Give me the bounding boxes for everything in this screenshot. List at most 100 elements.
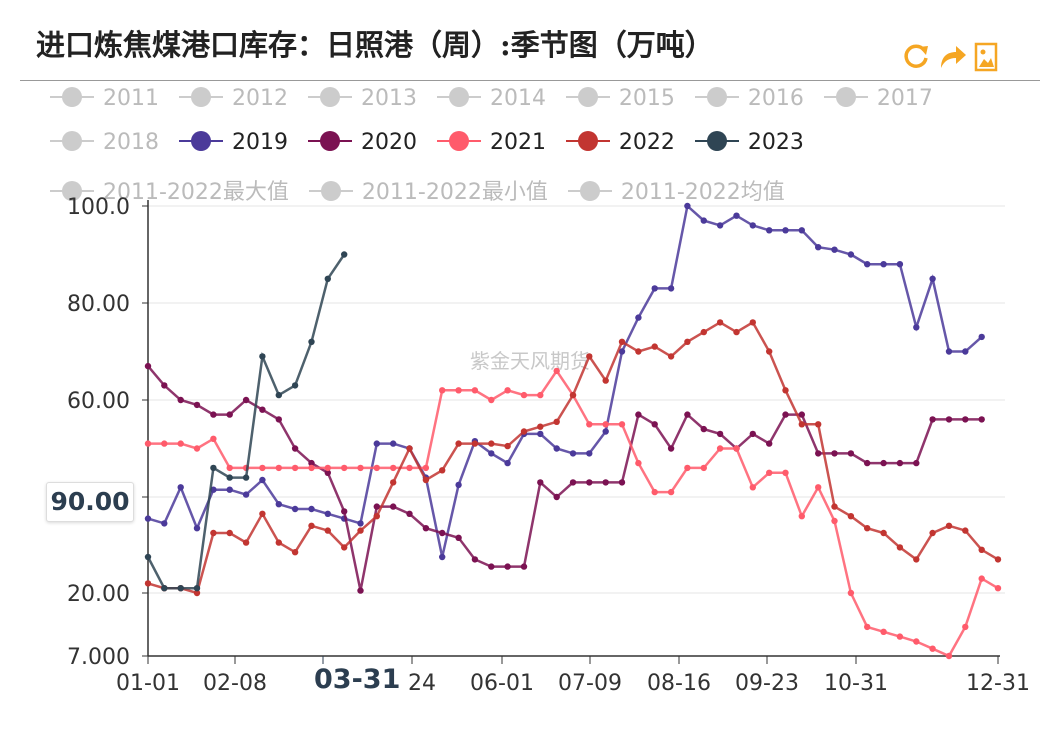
data-point[interactable] (569, 479, 577, 486)
data-point[interactable] (913, 459, 920, 467)
data-point[interactable] (716, 319, 724, 326)
data-point[interactable] (308, 505, 315, 513)
data-point[interactable] (978, 546, 985, 553)
data-point[interactable] (242, 491, 250, 498)
data-point[interactable] (847, 251, 855, 258)
data-point[interactable] (422, 476, 430, 484)
data-point[interactable] (880, 529, 887, 537)
data-point[interactable] (913, 638, 920, 645)
data-point[interactable] (716, 430, 724, 438)
data-point[interactable] (864, 623, 871, 631)
data-point[interactable] (733, 212, 740, 219)
data-point[interactable] (962, 416, 969, 423)
data-point[interactable] (259, 406, 266, 413)
data-point[interactable] (177, 440, 184, 447)
data-point[interactable] (390, 440, 397, 447)
data-point[interactable] (635, 411, 642, 418)
data-point[interactable] (929, 275, 936, 282)
data-point[interactable] (962, 623, 969, 631)
data-point[interactable] (422, 464, 430, 472)
data-point[interactable] (291, 505, 299, 513)
data-point[interactable] (945, 652, 953, 660)
data-point[interactable] (896, 633, 904, 640)
data-point[interactable] (847, 450, 855, 457)
data-point[interactable] (259, 464, 266, 472)
data-point[interactable] (913, 324, 920, 331)
data-point[interactable] (161, 382, 168, 389)
data-point[interactable] (161, 520, 168, 527)
data-point[interactable] (193, 589, 201, 597)
data-point[interactable] (259, 353, 266, 360)
data-point[interactable] (193, 585, 201, 592)
data-point[interactable] (553, 445, 560, 452)
data-point[interactable] (357, 587, 364, 594)
data-point[interactable] (242, 539, 250, 546)
data-point[interactable] (537, 391, 544, 399)
data-point[interactable] (242, 396, 250, 404)
data-point[interactable] (831, 246, 838, 253)
data-point[interactable] (210, 464, 217, 472)
legend-item-2016[interactable]: 2016 (693, 86, 804, 111)
data-point[interactable] (782, 469, 789, 476)
data-point[interactable] (488, 450, 495, 457)
data-point[interactable] (831, 450, 838, 457)
data-point[interactable] (504, 387, 511, 394)
data-point[interactable] (275, 539, 282, 546)
data-point[interactable] (733, 328, 740, 336)
data-point[interactable] (488, 563, 495, 570)
legend-item-2013[interactable]: 2013 (306, 86, 417, 111)
legend-item-2012[interactable]: 2012 (177, 86, 288, 111)
data-point[interactable] (749, 484, 756, 491)
data-point[interactable] (847, 589, 855, 597)
data-point[interactable] (569, 450, 577, 457)
data-point[interactable] (144, 515, 152, 522)
data-point[interactable] (275, 501, 282, 508)
data-point[interactable] (537, 479, 544, 486)
data-point[interactable] (177, 585, 184, 592)
data-point[interactable] (618, 421, 626, 428)
data-point[interactable] (798, 513, 805, 520)
data-point[interactable] (864, 525, 871, 532)
data-point[interactable] (144, 580, 152, 587)
data-point[interactable] (341, 544, 348, 551)
data-point[interactable] (373, 464, 380, 472)
share-icon[interactable] (941, 46, 966, 68)
data-point[interactable] (406, 464, 413, 472)
data-point[interactable] (782, 227, 789, 234)
data-point[interactable] (978, 575, 985, 582)
legend-item-2015[interactable]: 2015 (564, 86, 675, 111)
data-point[interactable] (488, 396, 495, 404)
data-point[interactable] (831, 503, 838, 510)
data-point[interactable] (798, 227, 805, 234)
data-point[interactable] (929, 529, 936, 537)
data-point[interactable] (324, 464, 331, 472)
data-point[interactable] (144, 553, 152, 561)
data-point[interactable] (275, 416, 282, 423)
data-point[interactable] (684, 202, 691, 210)
data-point[interactable] (357, 464, 364, 472)
data-point[interactable] (880, 459, 887, 467)
save-image-icon[interactable] (974, 42, 998, 72)
data-point[interactable] (635, 348, 642, 355)
data-point[interactable] (847, 513, 855, 520)
data-point[interactable] (308, 338, 315, 345)
legend-item-2011-2022均值[interactable]: 2011-2022均值 (566, 174, 785, 206)
data-point[interactable] (667, 285, 675, 292)
data-point[interactable] (357, 527, 364, 534)
data-point[interactable] (226, 529, 233, 537)
data-point[interactable] (749, 319, 756, 326)
data-point[interactable] (684, 338, 691, 345)
data-point[interactable] (569, 391, 577, 399)
data-point[interactable] (962, 527, 969, 534)
data-point[interactable] (504, 459, 511, 467)
data-point[interactable] (553, 367, 560, 375)
data-point[interactable] (749, 222, 756, 229)
data-point[interactable] (635, 459, 642, 467)
data-point[interactable] (766, 469, 773, 476)
data-point[interactable] (994, 585, 1002, 592)
data-point[interactable] (291, 445, 299, 452)
data-point[interactable] (618, 479, 626, 486)
data-point[interactable] (504, 442, 511, 450)
data-point[interactable] (161, 585, 168, 592)
data-point[interactable] (945, 416, 953, 423)
